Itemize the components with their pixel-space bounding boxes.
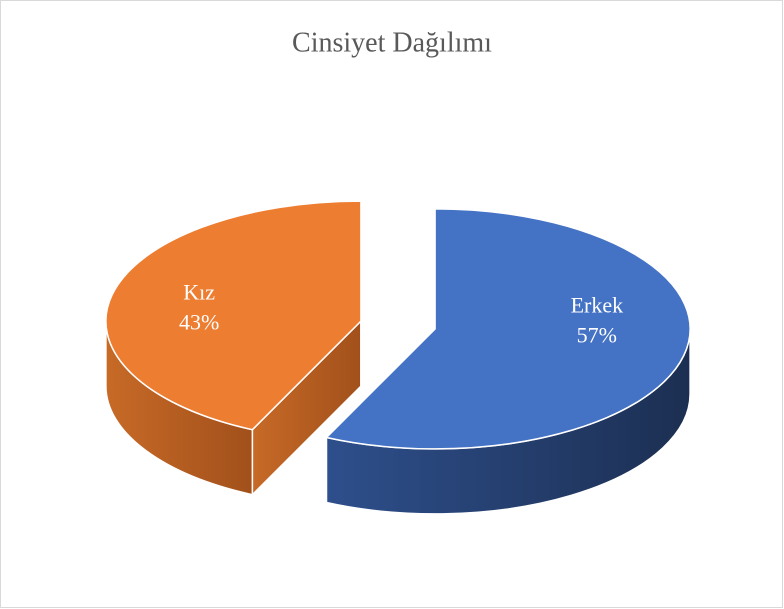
slice-top xyxy=(325,208,691,450)
slice-top xyxy=(105,200,362,431)
data-label-value: 43% xyxy=(179,310,219,335)
data-label-category: Kız xyxy=(183,280,215,305)
slice: Erkek 57% xyxy=(325,208,691,515)
slice: Kız 43% xyxy=(105,200,362,497)
chart-title: Cinsiyet Dağılımı xyxy=(292,27,492,58)
data-label-category: Erkek xyxy=(571,293,624,318)
data-label-value: 57% xyxy=(577,323,617,348)
